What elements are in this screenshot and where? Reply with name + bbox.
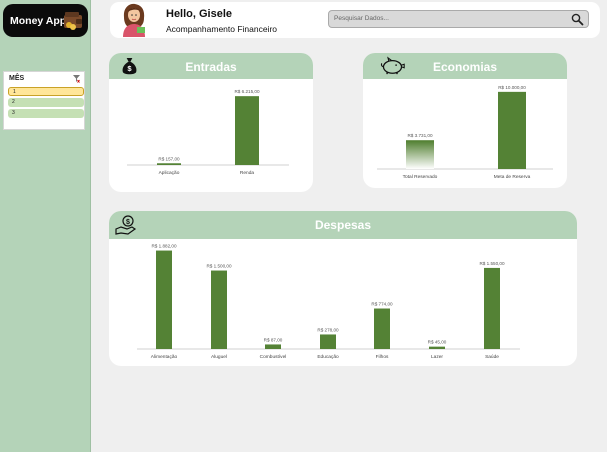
- piggy-bank-icon: [380, 56, 405, 75]
- category-label: Total Reservado: [403, 174, 438, 180]
- slicer-item-label: 2: [12, 99, 15, 105]
- bar-entradas-1: [235, 96, 259, 165]
- data-label: R$ 1.500,00: [206, 264, 231, 269]
- slicer-item-2[interactable]: 2: [8, 98, 84, 107]
- data-label: R$ 45,00: [428, 340, 447, 345]
- subtitle: Acompanhamento Financeiro: [166, 24, 278, 34]
- entradas-card: Entradas $ R$ 157,00 Aplicação R$ 6.215,00…: [109, 53, 313, 192]
- bar-despesas-5: [429, 346, 445, 349]
- entradas-title: Entradas: [185, 60, 237, 74]
- despesas-chart: R$ 1.882,00 Alimentação R$ 1.500,00 Aluguel…: [137, 244, 520, 360]
- data-label: R$ 6.215,00: [234, 89, 259, 94]
- bar-economias-1: [498, 91, 526, 169]
- search-input[interactable]: Pesquisar Dados...: [328, 10, 589, 28]
- data-label: R$ 1.550,00: [479, 261, 504, 266]
- slicer-title: MÊS: [9, 75, 25, 82]
- bar-despesas-0: [156, 250, 172, 349]
- bar-despesas-6: [484, 267, 500, 349]
- svg-text:$: $: [126, 219, 130, 226]
- slicer-item-3[interactable]: 3: [8, 109, 84, 118]
- economias-header: Economias: [363, 53, 567, 79]
- economias-card: Economias R$ 3.731,00 Total Reservado R$ 1…: [363, 53, 567, 188]
- despesas-card: Despesas $ R$ 1.882,00 Alimentação R$ 1.50…: [109, 211, 577, 366]
- month-slicer: MÊS 1 2 3: [3, 71, 85, 130]
- app-name: Money App: [10, 15, 67, 27]
- search-placeholder: Pesquisar Dados...: [334, 15, 389, 22]
- data-label: R$ 157,00: [158, 156, 180, 161]
- category-label: Filhos: [376, 354, 389, 360]
- data-label: R$ 774,00: [371, 302, 393, 307]
- data-label: R$ 3.731,00: [407, 133, 432, 138]
- greeting: Hello, Gisele: [166, 8, 233, 20]
- sidebar: Money App MÊS 1 2 3: [0, 0, 91, 452]
- data-label: R$ 278,00: [317, 327, 339, 332]
- search-icon[interactable]: [571, 13, 584, 26]
- category-label: Lazer: [431, 354, 443, 360]
- entradas-chart: R$ 157,00 Aplicação R$ 6.215,00 Renda: [127, 89, 289, 176]
- category-label: Alimentação: [151, 354, 178, 360]
- data-label: R$ 87,00: [264, 337, 283, 342]
- despesas-title: Despesas: [314, 218, 372, 232]
- header: Hello, Gisele Acompanhamento Financeiro …: [110, 2, 600, 38]
- bar-despesas-4: [374, 308, 390, 349]
- slicer-item-1[interactable]: 1: [8, 87, 84, 96]
- bar-despesas-3: [320, 334, 336, 349]
- category-label: Meta de Reserva: [494, 174, 531, 180]
- economias-chart: R$ 3.731,00 Total Reservado R$ 10.000,00 Me…: [377, 85, 553, 180]
- category-label: Combustível: [260, 354, 287, 360]
- category-label: Educação: [317, 354, 339, 360]
- category-label: Renda: [240, 170, 254, 176]
- category-label: Aplicação: [159, 170, 180, 176]
- bar-despesas-1: [211, 270, 227, 349]
- economias-title: Economias: [432, 60, 498, 74]
- bar-entradas-0: [157, 163, 181, 165]
- svg-text:$: $: [127, 64, 132, 73]
- wallet-icon: [64, 12, 82, 30]
- avatar: [123, 3, 145, 37]
- entradas-header: Entradas: [109, 53, 313, 79]
- clear-filter-icon[interactable]: [73, 75, 80, 83]
- bar-economias-0: [406, 140, 434, 169]
- data-label: R$ 1.882,00: [151, 244, 176, 249]
- category-label: Saúde: [485, 354, 499, 360]
- data-label: R$ 10.000,00: [498, 85, 526, 90]
- slicer-item-label: 1: [13, 89, 16, 95]
- category-label: Aluguel: [211, 354, 227, 360]
- despesas-header: Despesas: [109, 211, 577, 239]
- hand-money-icon: $: [115, 215, 137, 235]
- slicer-item-label: 3: [12, 110, 15, 116]
- money-bag-icon: $: [122, 58, 137, 75]
- app-logo[interactable]: Money App: [3, 4, 88, 37]
- bar-despesas-2: [265, 344, 281, 349]
